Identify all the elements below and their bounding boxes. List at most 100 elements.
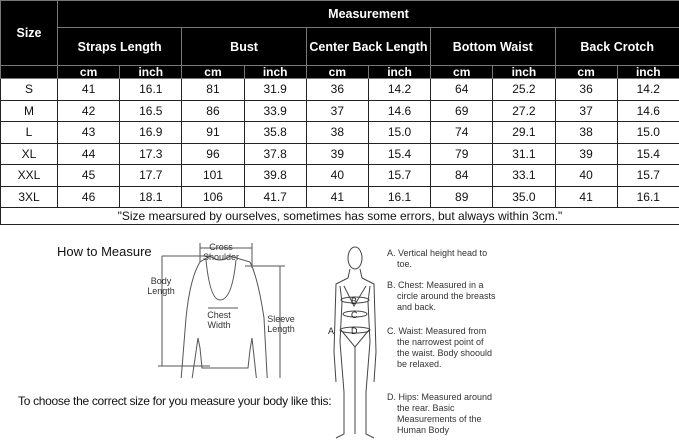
body-length-label: Body Length (147, 276, 175, 296)
value-cell: 40 (305, 164, 369, 187)
value-cell: 41.7 (243, 185, 307, 208)
value-cell: 91 (181, 121, 245, 144)
value-cell: 74 (430, 121, 494, 144)
column-header: Bottom Waist (430, 27, 556, 66)
value-cell: 101 (181, 164, 245, 187)
value-cell: 39.8 (243, 164, 307, 187)
value-cell: 16.1 (367, 185, 432, 208)
value-cell: 45 (56, 164, 121, 187)
table-row: XL 44 17.3 96 37.8 39 15.4 79 31.1 39 15.4 (0, 142, 679, 165)
unit-header: inch (367, 65, 432, 79)
value-cell: 106 (181, 185, 245, 208)
value-cell: 16.1 (119, 78, 183, 101)
value-cell: 42 (56, 99, 121, 122)
table-row: S 41 16.1 81 31.9 36 14.2 64 25.2 36 14.2 (0, 78, 679, 101)
unit-header: cm (430, 65, 494, 79)
value-cell: 69 (430, 99, 494, 122)
value-cell: 64 (430, 78, 494, 101)
value-cell: 16.1 (616, 185, 679, 208)
value-cell: 17.3 (119, 142, 183, 165)
value-cell: 38 (305, 121, 369, 144)
table-row: 3XL 46 18.1 106 41.7 41 16.1 89 35.0 41 16.1 (0, 185, 679, 208)
value-cell: 27.2 (492, 99, 556, 122)
size-chart-table: Size Measurement Straps Length Bust Center… (0, 0, 679, 225)
description-b: B. Chest: Measured in a circle around th… (387, 280, 497, 313)
value-cell: 38 (554, 121, 618, 144)
unit-header: cm (554, 65, 618, 79)
value-cell: 15.0 (367, 121, 432, 144)
size-note: "Size mearsured by ourselves, sometimes … (0, 207, 679, 225)
value-cell: 15.7 (367, 164, 432, 187)
value-cell: 15.4 (616, 142, 679, 165)
cross-shoulder-label: Cross Shoulder (202, 242, 240, 262)
description-b-text: B. Chest: Measured in a circle around th… (387, 280, 496, 312)
value-cell: 35.0 (492, 185, 556, 208)
description-c: C. Waist: Measured from the narrowest po… (387, 326, 497, 370)
size-cell: XXL (0, 164, 58, 187)
sweater-outline-icon (180, 255, 268, 378)
unit-header: cm (305, 65, 369, 79)
value-cell: 36 (554, 78, 618, 101)
value-cell: 15.4 (367, 142, 432, 165)
value-cell: 16.5 (119, 99, 183, 122)
value-cell: 96 (181, 142, 245, 165)
value-cell: 89 (430, 185, 494, 208)
value-cell: 44 (56, 142, 121, 165)
unit-header: cm (181, 65, 245, 79)
value-cell: 15.0 (616, 121, 679, 144)
chest-width-label: Chest Width (207, 310, 231, 330)
size-header: Size (0, 0, 58, 66)
value-cell: 33.1 (492, 164, 556, 187)
value-cell: 31.9 (243, 78, 307, 101)
value-cell: 84 (430, 164, 494, 187)
column-header: Bust (181, 27, 307, 66)
body-figure: B C D A (328, 246, 377, 439)
value-cell: 79 (430, 142, 494, 165)
value-cell: 43 (56, 121, 121, 144)
table-row: L 43 16.9 91 35.8 38 15.0 74 29.1 38 15.0 (0, 121, 679, 144)
unit-header: cm (56, 65, 121, 79)
value-cell: 41 (305, 185, 369, 208)
size-cell: L (0, 121, 58, 144)
value-cell: 15.7 (616, 164, 679, 187)
description-d-text: D. Hips: Measured around the rear. Basic… (387, 392, 493, 435)
table-row: M 42 16.5 86 33.9 37 14.6 69 27.2 37 14.6 (0, 99, 679, 122)
column-header: Center Back Length (305, 27, 432, 66)
unit-header: inch (243, 65, 307, 79)
garment-diagram (158, 243, 285, 378)
value-cell: 14.2 (616, 78, 679, 101)
label-b: B (351, 296, 357, 306)
unit-header: inch (119, 65, 183, 79)
value-cell: 41 (554, 185, 618, 208)
value-cell: 14.2 (367, 78, 432, 101)
description-a: A. Vertical height head to toe. (387, 248, 497, 270)
unit-header: inch (616, 65, 679, 79)
label-a: A (328, 326, 334, 336)
measurement-header: Measurement (57, 0, 679, 28)
value-cell: 18.1 (119, 185, 183, 208)
value-cell: 16.9 (119, 121, 183, 144)
unit-header: inch (492, 65, 556, 79)
value-cell: 46 (56, 185, 121, 208)
value-cell: 29.1 (492, 121, 556, 144)
value-cell: 39 (305, 142, 369, 165)
value-cell: 33.9 (243, 99, 307, 122)
value-cell: 40 (554, 164, 618, 187)
description-a-text: A. Vertical height head to toe. (387, 248, 488, 269)
value-cell: 81 (181, 78, 245, 101)
value-cell: 31.1 (492, 142, 556, 165)
value-cell: 14.6 (367, 99, 432, 122)
unit-spacer (0, 65, 58, 79)
description-d: D. Hips: Measured around the rear. Basic… (387, 392, 497, 436)
value-cell: 37 (305, 99, 369, 122)
value-cell: 37.8 (243, 142, 307, 165)
value-cell: 86 (181, 99, 245, 122)
value-cell: 25.2 (492, 78, 556, 101)
label-c: C (351, 310, 358, 320)
description-c-text: C. Waist: Measured from the narrowest po… (387, 326, 493, 369)
value-cell: 36 (305, 78, 369, 101)
column-header: Straps Length (56, 27, 183, 66)
size-cell: S (0, 78, 58, 101)
value-cell: 14.6 (616, 99, 679, 122)
value-cell: 37 (554, 99, 618, 122)
